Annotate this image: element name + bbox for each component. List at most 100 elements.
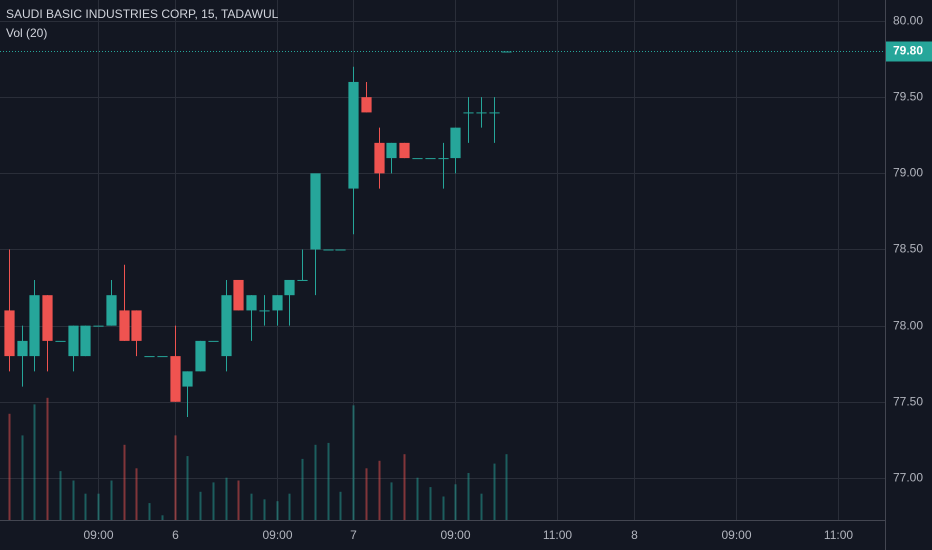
- last-price-label: 79.80: [893, 44, 923, 58]
- volume-bar: [186, 456, 189, 520]
- x-tick-label: 11:00: [543, 528, 572, 542]
- volume-bar: [21, 435, 24, 520]
- volume-layer: [8, 397, 508, 520]
- candle-body: [80, 325, 91, 357]
- volume-bar: [174, 435, 177, 520]
- volume-legend: Vol (20): [6, 26, 47, 40]
- candle-body: [42, 295, 53, 341]
- axes: 77.00 77.50 78.00 78.50 79.00 79.50 80.00 09:00…: [0, 14, 932, 542]
- candle-body: [438, 158, 449, 160]
- candle-body: [450, 127, 461, 159]
- volume-bar: [84, 493, 87, 520]
- candle-body: [323, 249, 334, 251]
- volume-bar: [199, 491, 202, 520]
- volume-bar: [135, 468, 138, 520]
- candle-body: [208, 340, 219, 342]
- candle-body: [374, 142, 385, 174]
- candle-body: [284, 279, 295, 296]
- y-tick-label: 78.50: [893, 242, 923, 256]
- last-price-box: [886, 41, 932, 62]
- volume-bar: [416, 477, 419, 520]
- candle-body: [386, 142, 397, 159]
- volume-bar: [237, 480, 240, 520]
- x-tick-label: 09:00: [83, 528, 113, 542]
- volume-bar: [59, 471, 62, 520]
- candle-body: [412, 158, 423, 160]
- volume-bar: [225, 477, 228, 520]
- volume-bar: [390, 482, 393, 520]
- candle-body: [170, 356, 181, 402]
- volume-bar: [8, 413, 11, 520]
- candle-layer: [4, 51, 512, 418]
- candle-body: [119, 310, 130, 341]
- candle-body: [233, 279, 244, 311]
- candle-body: [335, 249, 346, 251]
- volume-bar: [365, 468, 368, 520]
- x-tick-label: 7: [350, 528, 357, 542]
- volume-bar: [352, 405, 355, 520]
- volume-bar: [97, 493, 100, 520]
- candle-body: [463, 112, 474, 114]
- volume-bar: [250, 493, 253, 520]
- candle-body: [259, 310, 270, 312]
- x-tick-label: 11:00: [824, 528, 853, 542]
- x-tick-label: 09:00: [721, 528, 751, 542]
- y-tick-label: 79.50: [893, 90, 923, 104]
- volume-bar: [327, 442, 330, 520]
- candle-body: [476, 112, 487, 114]
- chart-title: SAUDI BASIC INDUSTRIES CORP, 15, TADAWUL: [6, 7, 279, 21]
- volume-bar: [442, 496, 445, 520]
- volume-bar: [161, 515, 164, 520]
- volume-bar: [72, 480, 75, 520]
- volume-bar: [314, 444, 317, 520]
- volume-bar: [46, 397, 49, 520]
- y-tick-label: 77.00: [893, 471, 923, 485]
- volume-bar: [33, 404, 36, 520]
- volume-bar: [403, 454, 406, 520]
- volume-bar: [288, 493, 291, 520]
- candle-body: [501, 51, 512, 53]
- volume-bar: [429, 487, 432, 520]
- candle-body: [144, 356, 155, 358]
- candle-body: [182, 371, 193, 387]
- volume-bar: [339, 491, 342, 520]
- y-tick-label: 79.00: [893, 166, 923, 180]
- candle-body: [399, 142, 410, 159]
- candle-body: [348, 81, 359, 189]
- volume-bar: [467, 473, 470, 520]
- candle-body: [310, 173, 321, 250]
- volume-bar: [123, 444, 126, 520]
- volume-bar: [276, 501, 279, 520]
- candle-body: [93, 325, 104, 327]
- candle-body: [157, 356, 168, 358]
- volume-bar: [212, 482, 215, 520]
- candle-body: [272, 295, 283, 311]
- x-tick-label: 8: [631, 528, 638, 542]
- candle-body: [29, 295, 40, 357]
- x-tick-label: 09:00: [440, 528, 470, 542]
- volume-bar: [493, 463, 496, 520]
- volume-bar: [301, 458, 304, 520]
- volume-bar: [505, 454, 508, 520]
- volume-bar: [110, 480, 113, 520]
- candle-body: [489, 112, 500, 114]
- candle-body: [221, 295, 232, 357]
- candle-body: [17, 340, 28, 357]
- candle-body: [68, 325, 79, 357]
- y-tick-label: 80.00: [893, 14, 923, 28]
- candle-body: [131, 310, 142, 341]
- volume-bar: [480, 493, 483, 520]
- candle-body: [55, 340, 66, 342]
- volume-bar: [454, 484, 457, 520]
- candle-body: [297, 279, 308, 281]
- volume-bar: [263, 499, 266, 520]
- y-tick-label: 77.50: [893, 395, 923, 409]
- x-tick-label: 6: [172, 528, 179, 542]
- candle-body: [195, 340, 206, 372]
- candle-body: [425, 158, 436, 160]
- y-tick-label: 78.00: [893, 319, 923, 333]
- candle-body: [4, 310, 15, 357]
- candle-body: [106, 295, 117, 326]
